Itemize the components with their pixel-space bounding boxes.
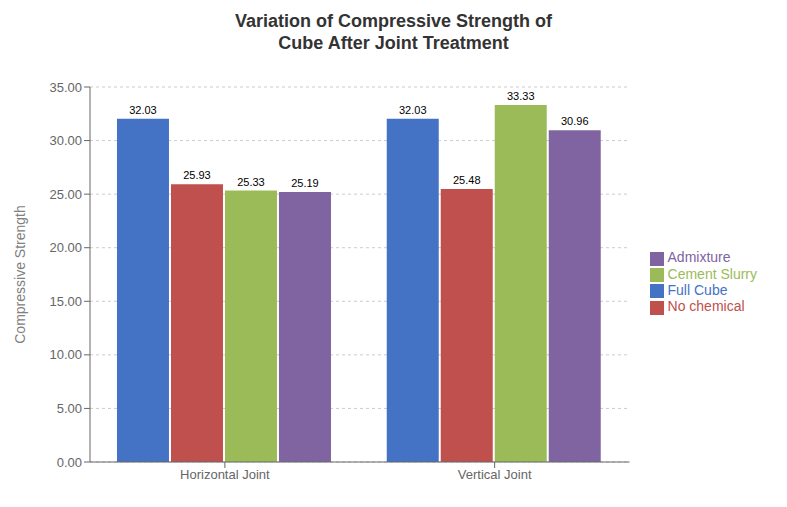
svg-text:25.33: 25.33 [237,176,265,188]
html-text:Cement Slurry: Cement Slurry [667,265,757,282]
svg-text:30.96: 30.96 [561,115,589,127]
svg-text:10.00: 10.00 [49,347,82,362]
svg-text:Vertical Joint: Vertical Joint [458,467,532,482]
svg-text:25.19: 25.19 [291,177,319,189]
html-text:No chemical: No chemical [667,298,745,315]
svg-text:Horizontal Joint: Horizontal Joint [180,467,270,482]
svg-text:5.00: 5.00 [57,401,82,416]
html-text:Full Cube: Full Cube [667,282,728,298]
svg-text:32.03: 32.03 [129,104,157,116]
svg-text:33.33: 33.33 [507,90,535,102]
html-text:Variation of Compressive Stren: Variation of Compressive Strength of [235,11,552,31]
svg-text:15.00: 15.00 [49,294,82,309]
svg-text:Compressive Strength: Compressive Strength [12,205,28,344]
svg-text:20.00: 20.00 [49,240,82,255]
html-text:Cube After Joint Treatment: Cube After Joint Treatment [278,33,509,53]
html-text:Admixture: Admixture [667,249,731,266]
svg-text:25.93: 25.93 [183,169,211,181]
svg-text:0.00: 0.00 [57,455,82,470]
svg-text:25.48: 25.48 [453,174,481,186]
svg-text:30.00: 30.00 [49,133,82,148]
svg-text:35.00: 35.00 [49,80,82,95]
svg-text:25.00: 25.00 [49,187,82,202]
svg-text:32.03: 32.03 [399,104,427,116]
